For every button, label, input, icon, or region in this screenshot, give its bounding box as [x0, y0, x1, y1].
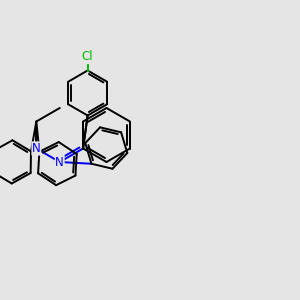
- Text: N: N: [32, 142, 41, 155]
- Text: Cl: Cl: [82, 50, 93, 64]
- Text: N: N: [56, 155, 64, 169]
